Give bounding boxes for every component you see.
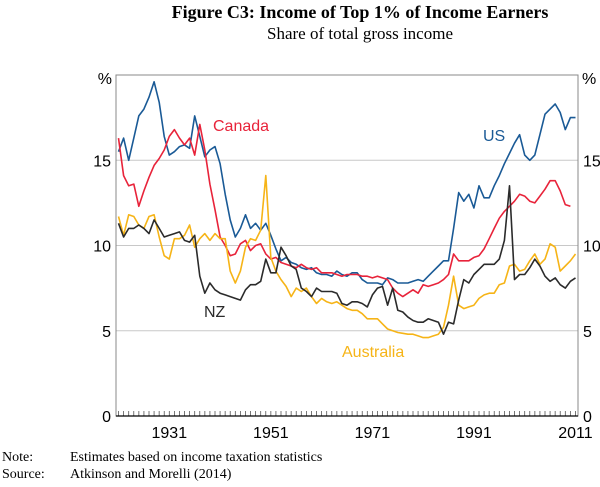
source-text: Atkinson and Morelli (2014) (70, 467, 232, 482)
chart-title: Figure C3: Income of Top 1% of Income Ea… (171, 2, 549, 22)
series-label-canada: Canada (213, 118, 269, 135)
source-label: Source: (2, 467, 45, 482)
x-tick-label: 1931 (152, 425, 188, 442)
y-axis-unit-right: % (582, 71, 596, 88)
series-line-nz (117, 185, 576, 336)
series-label-nz: NZ (204, 304, 226, 321)
series-line-australia (117, 174, 577, 339)
y-tick-label-right: 0 (583, 409, 592, 426)
chart-notes: Note: Estimates based on income taxation … (2, 449, 322, 483)
note-label: Note: (2, 450, 34, 465)
y-tick-label-left: 5 (102, 324, 111, 341)
series-label-australia: Australia (342, 344, 404, 361)
y-tick-label-left: 0 (102, 409, 111, 426)
x-tick-label: 1951 (253, 425, 289, 442)
x-tick-label: 2011 (558, 425, 593, 442)
series-line-us (117, 81, 576, 286)
y-tick-label-right: 15 (583, 153, 600, 170)
series-line-canada (117, 123, 571, 298)
y-tick-label-left: 15 (93, 153, 111, 170)
chart-subtitle: Share of total gross income (266, 24, 453, 43)
y-tick-label-right: 5 (583, 324, 592, 341)
x-tick-label: 1971 (355, 425, 391, 442)
series-label-us: US (483, 128, 505, 145)
y-tick-label-right: 10 (583, 239, 600, 256)
y-tick-label-left: 10 (93, 239, 111, 256)
x-tick-label: 1991 (456, 425, 492, 442)
note-text: Estimates based on income taxation stati… (70, 450, 323, 465)
y-axis-unit-left: % (98, 71, 112, 88)
